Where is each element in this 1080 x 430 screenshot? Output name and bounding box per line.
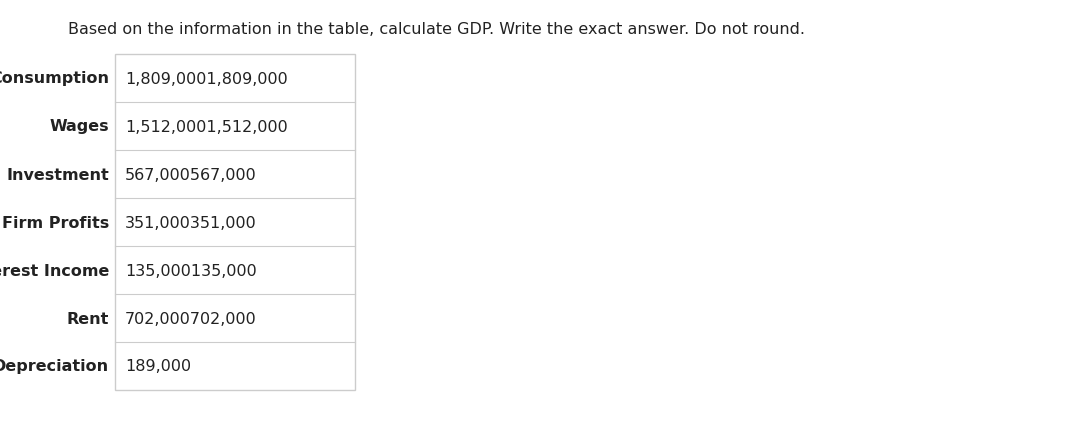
Bar	[114, 55, 355, 390]
Text: Depreciation: Depreciation	[0, 359, 109, 374]
Text: 189,000: 189,000	[125, 359, 191, 374]
Text: Consumption: Consumption	[0, 71, 109, 86]
Text: 135,000135,000: 135,000135,000	[125, 263, 257, 278]
Text: Investment: Investment	[6, 167, 109, 182]
Text: Rent: Rent	[67, 311, 109, 326]
Text: 702,000702,000: 702,000702,000	[125, 311, 257, 326]
Text: Interest Income: Interest Income	[0, 263, 109, 278]
Text: 1,512,0001,512,000: 1,512,0001,512,000	[125, 119, 287, 134]
Text: Firm Profits: Firm Profits	[2, 215, 109, 230]
Text: Based on the information in the table, calculate GDP. Write the exact answer. Do: Based on the information in the table, c…	[68, 22, 805, 37]
Text: 1,809,0001,809,000: 1,809,0001,809,000	[125, 71, 287, 86]
Text: 567,000567,000: 567,000567,000	[125, 167, 257, 182]
Text: 351,000351,000: 351,000351,000	[125, 215, 257, 230]
Text: Wages: Wages	[50, 119, 109, 134]
